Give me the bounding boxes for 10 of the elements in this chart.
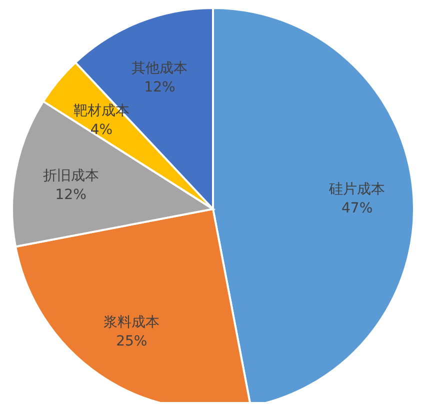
slice-label: 靶材成本 xyxy=(73,102,130,119)
data-label: 12% xyxy=(144,79,176,96)
data-label: 12% xyxy=(55,186,86,203)
slice-label: 折旧成本 xyxy=(42,168,99,184)
data-label: 4% xyxy=(90,122,113,138)
slice-label: 硅片成本 xyxy=(328,181,386,198)
slice-label: 浆料成本 xyxy=(104,314,160,331)
slice-label: 其他成本 xyxy=(132,60,188,76)
data-label: 47% xyxy=(342,200,373,216)
data-label: 25% xyxy=(116,334,148,350)
